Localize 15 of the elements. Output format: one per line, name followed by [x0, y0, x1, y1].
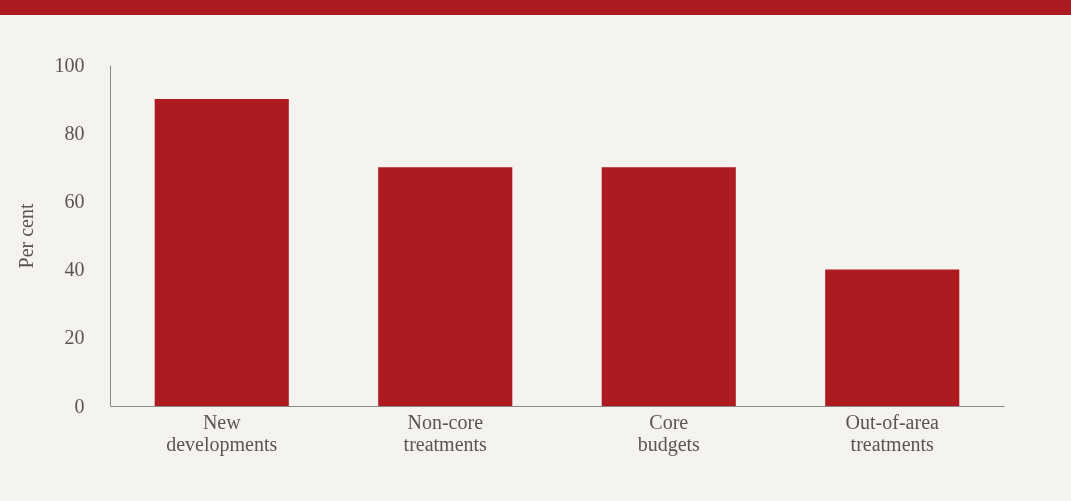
bar	[601, 167, 736, 406]
bar	[825, 269, 960, 406]
y-axis-title: Per cent	[14, 203, 37, 269]
x-tick-label: Out-of-area treatments	[845, 410, 939, 455]
bar	[154, 99, 289, 406]
x-tick-label: New developments	[166, 410, 278, 456]
x-tick-label: Core budgets	[637, 410, 701, 456]
y-tick-label: 40	[64, 258, 85, 281]
y-tick-label: 60	[64, 189, 85, 212]
y-tick-label: 0	[74, 394, 85, 417]
x-tick-label: Non-core treatments	[403, 410, 488, 455]
y-tick-label: 80	[64, 121, 85, 144]
y-tick-label: 100	[54, 53, 85, 76]
y-tick-label: 20	[64, 326, 85, 349]
bar	[378, 167, 513, 406]
